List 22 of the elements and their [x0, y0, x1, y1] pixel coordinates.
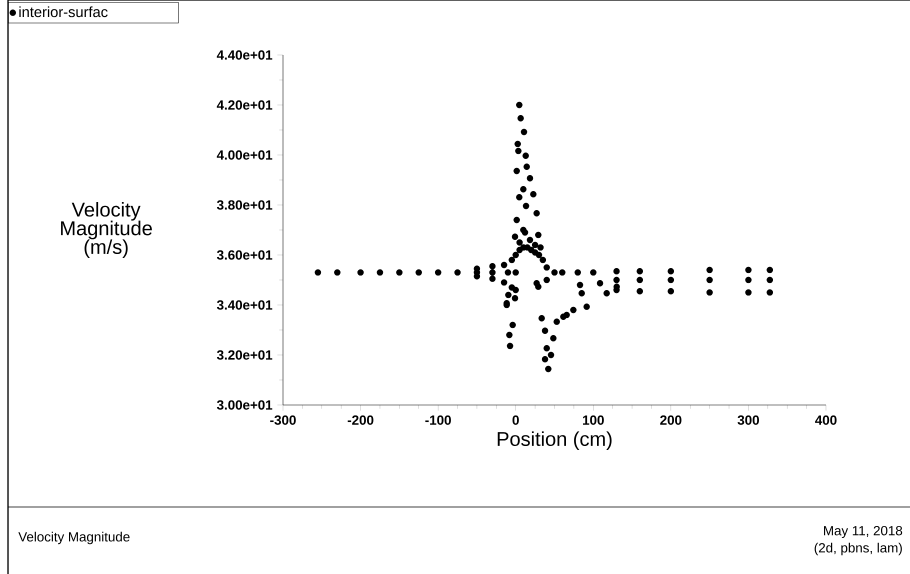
x-tick-label: -200: [348, 415, 374, 425]
y-tick-label: 4.20e+01: [216, 100, 272, 110]
y-tick-label: 4.40e+01: [216, 50, 272, 60]
y-tick-label: 3.60e+01: [216, 250, 272, 260]
text: Velocity Magnitude: [18, 532, 130, 544]
x-tick-label: 400: [815, 415, 837, 425]
y-tick-label: 3.20e+01: [216, 350, 272, 360]
y-tick-label: 3.00e+01: [216, 400, 272, 410]
x-tick-label: 0: [512, 415, 519, 425]
y-tick-label: 3.80e+01: [216, 200, 272, 210]
x-tick-label: 300: [738, 415, 759, 425]
text: May 11, 2018: [824, 526, 902, 538]
x-tick-label: 100: [582, 415, 604, 425]
y-tick-label: 4.00e+01: [216, 150, 272, 160]
x-axis-title: Position (cm): [498, 431, 612, 450]
text: (2d, pbns, lam): [814, 542, 902, 556]
y-axis-title: Velocity Magnitude (m/s): [61, 202, 152, 258]
y-tick-label: 3.40e+01: [216, 300, 272, 310]
x-tick-label: -300: [270, 415, 296, 425]
x-tick-label: -100: [425, 415, 451, 425]
x-tick-label: 200: [660, 415, 682, 425]
legend-label: interior-surfac: [19, 6, 108, 18]
